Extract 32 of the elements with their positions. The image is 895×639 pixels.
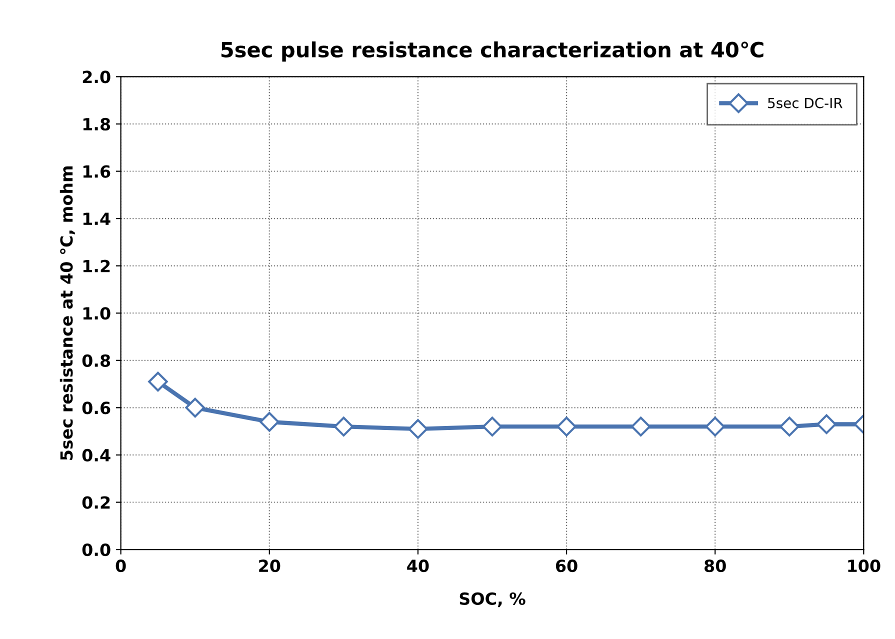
chart-title: 5sec pulse resistance characterization at 40℃	[221, 41, 764, 62]
y-tick-label: 2.0	[82, 70, 110, 84]
y-tick-label: 1.2	[83, 260, 110, 272]
y-tick-label: 0.6	[82, 402, 110, 414]
y-tick-label: 1.0	[83, 307, 110, 320]
point	[816, 414, 836, 434]
point	[630, 416, 651, 436]
x-axis-title: SOC, %	[460, 592, 526, 608]
x-tick-label: 0	[116, 560, 126, 572]
y-tick-label: 1.8	[83, 118, 110, 131]
point	[334, 416, 354, 436]
point	[148, 372, 168, 392]
y-tick-label: 1.6	[83, 165, 110, 178]
y-tick-label: 0.0	[82, 544, 110, 556]
point	[780, 416, 800, 436]
y-tick-label: 1.4	[83, 212, 110, 225]
x-tick-label: 100	[848, 560, 880, 572]
point	[556, 416, 576, 436]
y-axis-title: 5sec resistance at 40 ℃, mohm	[60, 166, 75, 460]
point	[260, 412, 280, 432]
point	[482, 416, 502, 436]
x-tick-label: 80	[704, 560, 726, 572]
y-tick-label: 0.2	[82, 496, 110, 509]
x-tick-label: 20	[259, 560, 280, 572]
x-tick-label: 40	[407, 560, 429, 572]
y-tick-label: 0.4	[82, 448, 110, 462]
legend-label: 5sec DC-IR	[768, 98, 842, 108]
point	[185, 398, 205, 418]
y-tick-label: 0.8	[82, 354, 110, 367]
point	[408, 419, 428, 439]
x-tick-label: 60	[556, 560, 578, 572]
point	[705, 416, 725, 436]
